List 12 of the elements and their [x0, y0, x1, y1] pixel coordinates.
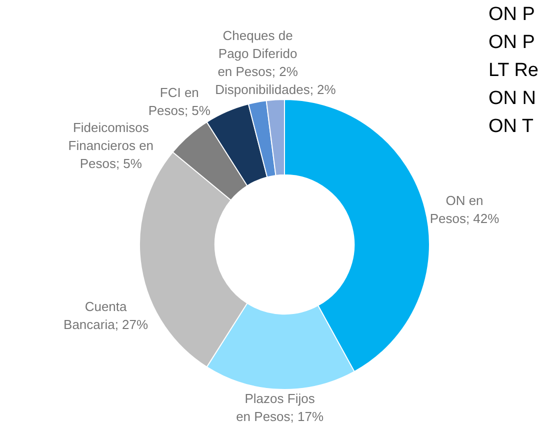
slice-label: Plazos Fijos en Pesos; 17% [236, 391, 324, 424]
slice-label: ON en Pesos; 42% [430, 193, 500, 226]
text: ON P [488, 32, 535, 53]
text: ON N [488, 88, 536, 109]
text: ON P [488, 4, 535, 25]
slice-label: Fideicomisos Financieros en Pesos; 5% [68, 120, 154, 171]
text: ON T [488, 116, 534, 137]
slice-label: FCI en Pesos; 5% [148, 85, 211, 118]
slice-label: Cheques de Pago Diferido en Pesos; 2% [218, 28, 298, 79]
slice-label: Disponibilidades; 2% [215, 82, 336, 97]
slice-label: Cuenta Bancaria; 27% [64, 299, 149, 332]
text: LT Re [488, 60, 538, 81]
